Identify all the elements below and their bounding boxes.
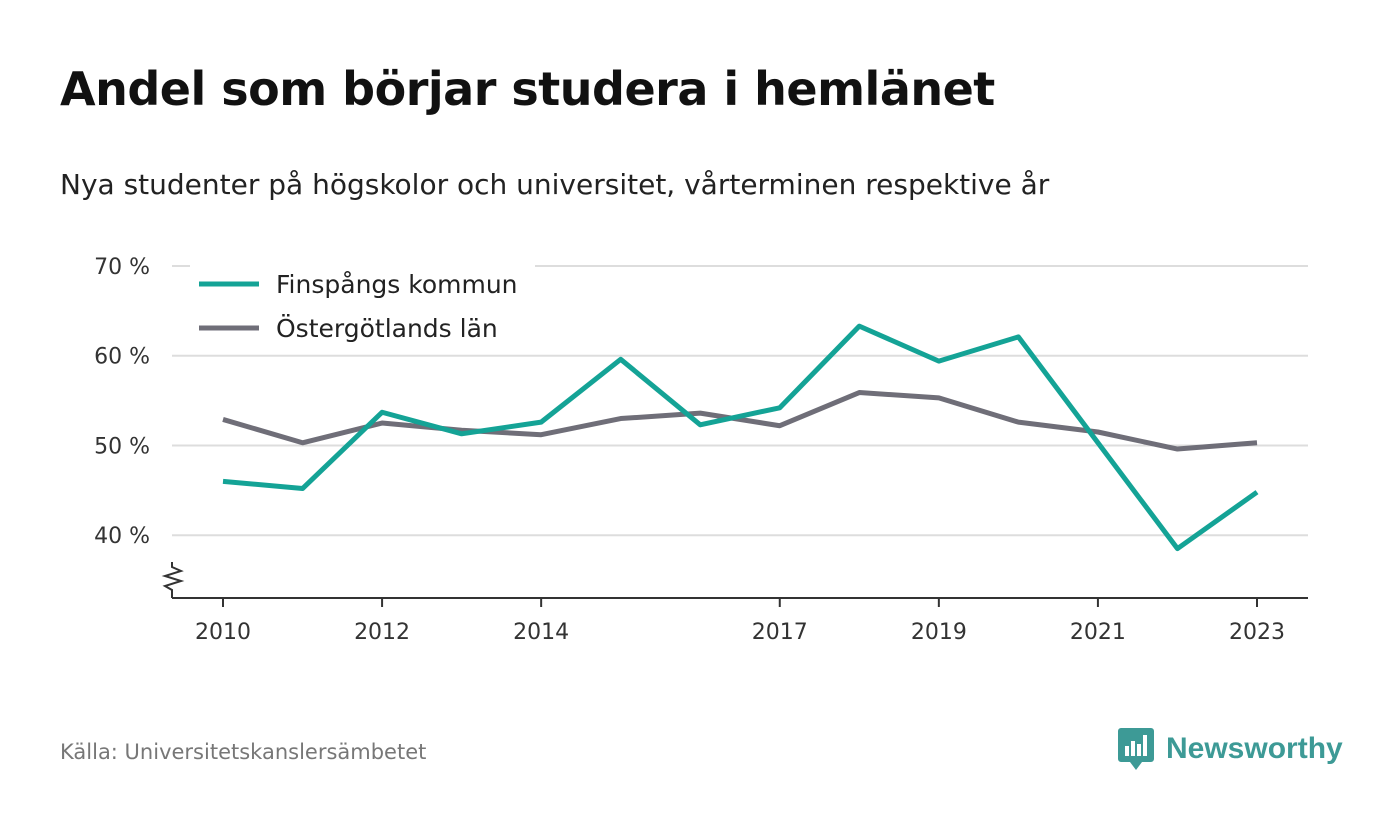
y-tick-label: 40 % [94,524,150,549]
x-tick-label: 2021 [1070,620,1126,645]
line-chart: 40 % 50 % 60 % 70 % 2010 2012 2014 2017 2019 2021… [94,255,1308,645]
y-tick-label: 60 % [94,345,150,370]
x-tick-label: 2023 [1229,620,1285,645]
series-lines [222,323,1259,552]
series-line-finspang [222,323,1259,552]
y-axis-break-icon [161,562,185,598]
source-note: Källa: Universitetskanslersämbetet [60,740,427,764]
chart-title: Andel som börjar studera i hemlänet [60,62,995,116]
legend-label: Östergötlands län [276,314,498,343]
newsworthy-logo-icon [1118,728,1154,770]
x-tick-label: 2017 [752,620,808,645]
legend-label: Finspångs kommun [276,270,518,299]
y-tick-label: 70 % [94,255,150,280]
brand-name: Newsworthy [1166,732,1343,765]
y-tick-label: 50 % [94,434,150,459]
brand-logo-group: Newsworthy [1118,728,1343,770]
series-line-ostergotland [222,390,1258,452]
x-tick-label: 2014 [513,620,569,645]
axes: 40 % 50 % 60 % 70 % 2010 2012 2014 2017 2019 2021… [94,255,1308,645]
x-tick-label: 2010 [195,620,251,645]
x-tick-label: 2019 [911,620,967,645]
x-tick-label: 2012 [354,620,410,645]
legend-background [190,258,535,354]
chart-subtitle: Nya studenter på högskolor och universit… [60,168,1050,201]
legend: Finspångs kommun Östergötlands län [190,258,535,354]
